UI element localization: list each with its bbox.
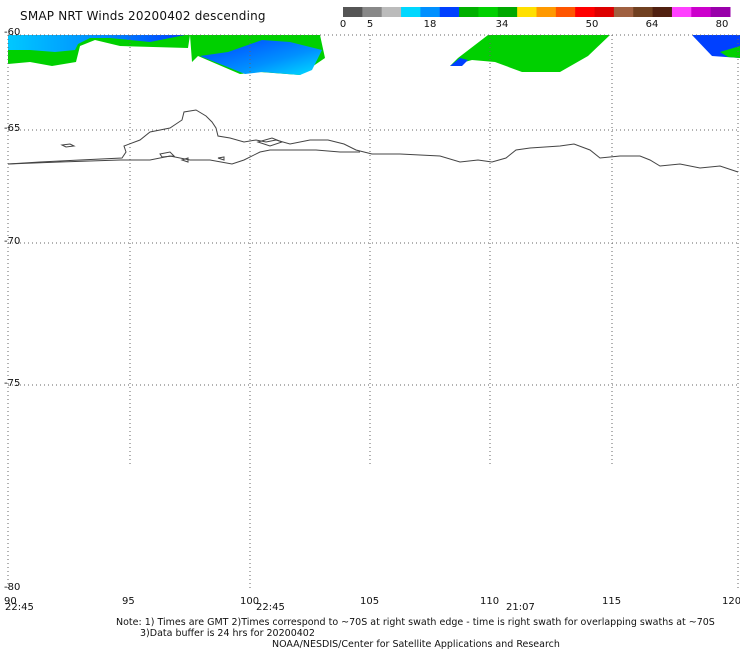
wind-swath-center bbox=[190, 35, 325, 75]
lon-label: 115 bbox=[602, 596, 622, 607]
colorbar-label-5: 5 bbox=[366, 19, 374, 30]
lat-label: -75 bbox=[4, 378, 21, 389]
colorbar-segment bbox=[536, 7, 557, 17]
credit-line: NOAA/NESDIS/Center for Satellite Applica… bbox=[272, 639, 560, 650]
lon-label: 110 bbox=[480, 596, 500, 607]
colorbar-label-0: 0 bbox=[339, 19, 347, 30]
colorbar-segment bbox=[439, 7, 460, 17]
colorbar-segment bbox=[459, 7, 479, 17]
lon-label: 105 bbox=[360, 596, 380, 607]
colorbar-label-34: 34 bbox=[495, 19, 509, 30]
lat-label: -60 bbox=[4, 27, 21, 38]
colorbar-label-18: 18 bbox=[423, 19, 437, 30]
colorbar-segment bbox=[517, 7, 537, 17]
lat-lon-grid bbox=[7, 34, 740, 590]
lon-label: 100 bbox=[240, 596, 260, 607]
lat-label: -65 bbox=[4, 123, 21, 134]
colorbar-segment bbox=[401, 7, 421, 17]
colorbar-label-64: 64 bbox=[645, 19, 659, 30]
lat-label: -70 bbox=[4, 236, 21, 247]
note-line-2: 3)Data buffer is 24 hrs for 20200402 bbox=[140, 628, 315, 639]
colorbar-segment bbox=[652, 7, 673, 17]
colorbar-segment bbox=[691, 7, 712, 17]
colorbar-segment bbox=[710, 7, 731, 17]
colorbar-segment bbox=[633, 7, 654, 17]
wind-swath-right bbox=[450, 35, 740, 72]
colorbar-segment bbox=[343, 7, 363, 17]
lon-label: 95 bbox=[122, 596, 135, 607]
colorbar-label-80: 80 bbox=[715, 19, 729, 30]
colorbar-label-50: 50 bbox=[585, 19, 599, 30]
wind-swath-left bbox=[8, 35, 190, 66]
colorbar-segment bbox=[381, 7, 402, 17]
lon-label: 90 bbox=[4, 596, 17, 607]
colorbar-segment bbox=[555, 7, 576, 17]
swath-time: 22:45 bbox=[5, 602, 34, 613]
colorbar-segment bbox=[362, 7, 383, 17]
antarctic-coastline bbox=[7, 109, 739, 173]
colorbar-segment bbox=[575, 7, 596, 17]
lat-label: -80 bbox=[4, 582, 21, 593]
colorbar-segment bbox=[671, 7, 692, 17]
map-title: SMAP NRT Winds 20200402 descending bbox=[20, 9, 266, 23]
swath-time: 21:07 bbox=[506, 602, 535, 613]
colorbar-segment bbox=[478, 7, 499, 17]
swath-time: 22:45 bbox=[256, 602, 285, 613]
colorbar-segment bbox=[594, 7, 615, 17]
colorbar-segment bbox=[420, 7, 441, 17]
lon-label: 120 bbox=[722, 596, 740, 607]
colorbar-segment bbox=[613, 7, 634, 17]
note-line-1: Note: 1) Times are GMT 2)Times correspon… bbox=[116, 617, 715, 628]
wind-speed-colorbar bbox=[343, 7, 731, 17]
colorbar-segment bbox=[497, 7, 518, 17]
